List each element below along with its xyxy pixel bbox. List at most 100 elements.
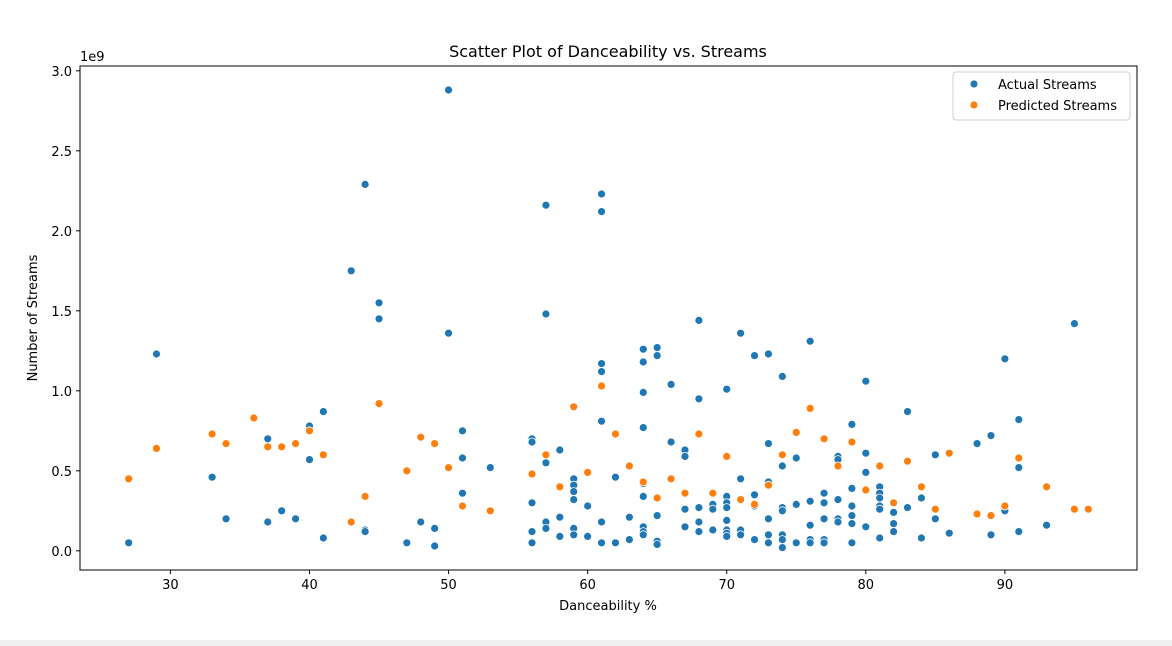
data-point <box>930 514 940 524</box>
x-axis-ticks: 30 40 50 60 70 80 90 <box>162 570 1013 593</box>
data-point <box>666 379 676 389</box>
data-point <box>791 453 801 463</box>
data-point <box>889 519 899 528</box>
data-point <box>889 508 899 517</box>
y-tick-label: 2.0 <box>51 225 72 240</box>
x-tick-label: 60 <box>579 578 596 593</box>
data-point <box>652 351 662 361</box>
data-point <box>638 344 648 354</box>
data-point <box>791 538 801 548</box>
data-point <box>777 535 787 544</box>
data-point <box>694 527 704 536</box>
data-point <box>791 499 801 509</box>
data-point <box>360 527 370 536</box>
data-point <box>861 522 871 532</box>
data-point <box>555 482 565 492</box>
data-point <box>819 514 829 524</box>
data-point <box>861 485 871 495</box>
data-point <box>638 491 648 501</box>
data-point <box>527 527 537 536</box>
data-point <box>597 538 606 548</box>
data-point <box>694 517 704 527</box>
data-point <box>1083 504 1093 514</box>
x-axis-label: Danceability % <box>559 599 657 614</box>
data-point <box>1000 501 1010 511</box>
data-point <box>652 511 662 520</box>
data-point <box>861 448 871 458</box>
data-point <box>944 448 954 458</box>
legend-box <box>952 71 1131 121</box>
data-point <box>694 315 704 325</box>
data-point <box>541 200 551 210</box>
data-point <box>819 498 829 508</box>
data-point <box>221 514 231 524</box>
y-tick-label: 0.5 <box>51 465 72 480</box>
data-point <box>930 504 940 514</box>
data-point <box>527 437 537 447</box>
data-point <box>152 443 161 453</box>
data-point <box>124 538 134 548</box>
data-point <box>750 351 759 361</box>
legend-label-predicted: Predicted Streams <box>998 99 1117 114</box>
data-point <box>764 514 773 524</box>
data-point <box>819 434 829 444</box>
data-point <box>638 423 648 433</box>
chart-title: Scatter Plot of Danceability vs. Streams <box>449 42 767 61</box>
data-point <box>847 419 857 429</box>
y-tick-label: 0.0 <box>51 545 72 560</box>
data-point <box>1070 319 1079 329</box>
data-point <box>764 439 773 449</box>
data-point <box>722 532 732 541</box>
points-layer <box>124 85 1093 552</box>
data-point <box>833 461 843 471</box>
data-point <box>569 402 579 412</box>
data-point <box>444 85 453 95</box>
data-point <box>694 429 704 439</box>
data-point <box>875 533 885 543</box>
data-point <box>346 266 356 276</box>
data-point <box>875 493 885 503</box>
data-point <box>917 493 926 503</box>
data-point <box>430 524 440 533</box>
data-point <box>291 514 300 524</box>
y-offset-label: 1e9 <box>80 50 105 65</box>
data-point <box>207 429 217 439</box>
data-point <box>791 427 801 437</box>
data-point <box>305 455 314 465</box>
x-tick-label: 40 <box>301 578 318 593</box>
data-point <box>402 538 412 548</box>
data-point <box>819 538 829 548</box>
data-point <box>750 535 759 544</box>
data-point <box>597 359 606 369</box>
x-tick-label: 30 <box>162 578 179 593</box>
data-point <box>777 371 787 381</box>
data-point <box>569 530 579 540</box>
data-point <box>652 343 662 353</box>
data-point <box>875 504 885 514</box>
data-point <box>708 488 718 498</box>
data-point <box>666 437 676 447</box>
data-point <box>1042 520 1051 530</box>
data-point <box>736 328 746 338</box>
data-point <box>764 349 773 359</box>
data-point <box>722 451 732 461</box>
data-point <box>805 496 815 506</box>
data-point <box>986 431 996 441</box>
data-point <box>597 381 606 391</box>
data-point <box>416 432 426 442</box>
data-point <box>291 439 300 449</box>
legend-label-actual: Actual Streams <box>998 78 1097 93</box>
data-point <box>1000 354 1010 364</box>
data-point <box>889 498 899 508</box>
series-actual-streams <box>124 85 1079 552</box>
legend-marker-actual <box>969 79 979 89</box>
data-point <box>430 439 440 449</box>
y-tick-label: 1.0 <box>51 385 72 400</box>
data-point <box>555 532 565 541</box>
data-point <box>555 445 565 455</box>
data-point <box>249 413 259 423</box>
series-predicted-streams <box>124 381 1093 527</box>
data-point <box>889 527 899 536</box>
